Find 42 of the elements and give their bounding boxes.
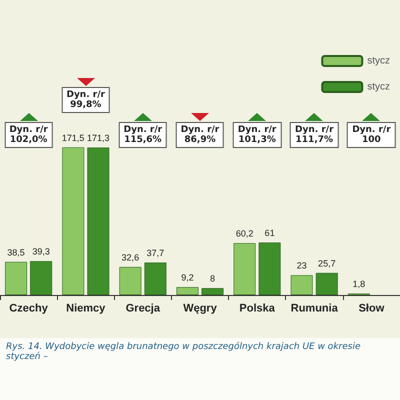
x-tick-label: Rumunia — [290, 302, 339, 314]
bar — [30, 261, 52, 295]
text: Rys. 14. Wydobycie węgla brunatnego w poszczególnych krajach UE w okresie styczeń – — [0, 338, 400, 400]
legend-label: stycz — [367, 56, 390, 66]
text: Dyn. r/r 102,0% — [4, 122, 53, 148]
data-label: 61 — [264, 228, 275, 238]
bar — [119, 266, 142, 295]
data-label: 171,3 — [86, 132, 110, 143]
text: Dyn. r/r 99,8% — [61, 87, 110, 114]
bar — [202, 288, 224, 295]
data-label: 8 — [210, 274, 216, 284]
bar — [316, 272, 338, 295]
data-label: 32,6 — [122, 252, 140, 262]
data-label: 1,8 — [352, 278, 366, 289]
data-label: 9,2 — [181, 272, 194, 283]
bar — [290, 275, 313, 295]
x-tick-label: Słow — [358, 302, 385, 314]
data-label: 39,3 — [32, 246, 50, 257]
data-label: 25,7 — [318, 258, 336, 268]
data-label: 171,5 — [62, 132, 84, 143]
x-tick-label: Czechy — [9, 302, 49, 314]
data-label: 38,5 — [7, 247, 25, 258]
bar — [62, 147, 84, 295]
bar — [234, 243, 256, 295]
bar — [258, 242, 281, 295]
legend-label: stycz — [367, 82, 390, 92]
x-tick-label: Niemcy — [66, 302, 106, 314]
text: Dyn. r/r 115,6% — [118, 122, 168, 148]
bar — [5, 262, 28, 295]
bar — [144, 262, 166, 295]
x-tick-label: Grecja — [126, 302, 161, 314]
x-tick-label: Węgry — [183, 302, 218, 314]
x-tick-label: Polska — [239, 302, 276, 314]
bar — [87, 147, 110, 295]
text: Dyn. r/r 100 — [347, 122, 396, 148]
text: Dyn. r/r 111,7% — [290, 122, 339, 148]
data-label: 60,2 — [236, 228, 254, 239]
bar — [176, 287, 198, 295]
data-label: 23 — [296, 260, 307, 271]
text: Dyn. r/r 86,9% — [176, 122, 224, 148]
text: Dyn. r/r 101,3% — [232, 122, 282, 148]
data-label: 37,7 — [146, 248, 164, 258]
